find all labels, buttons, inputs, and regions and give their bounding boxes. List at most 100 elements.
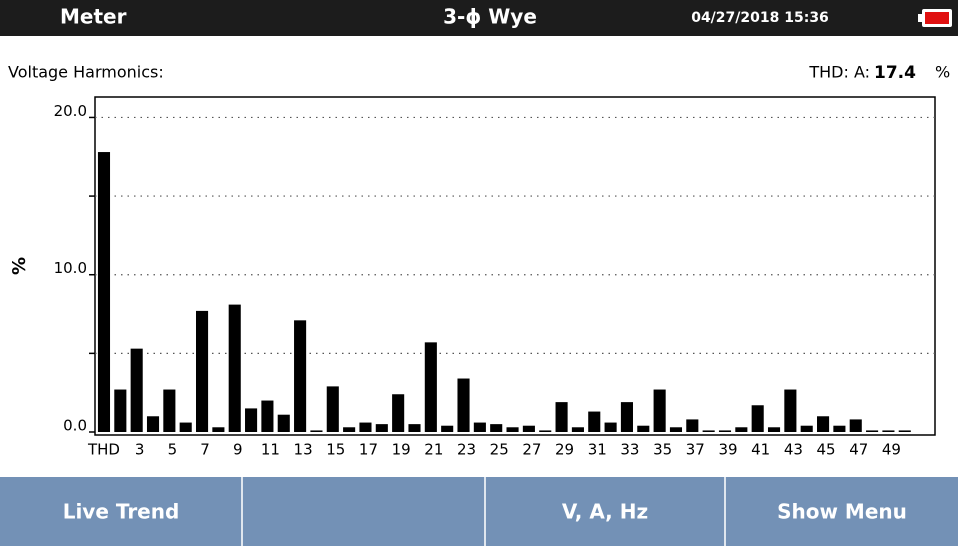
x-tick-label: 29 xyxy=(555,441,574,459)
x-tick-label: 5 xyxy=(168,441,178,459)
bar xyxy=(326,386,339,432)
bar xyxy=(441,425,454,432)
x-tick-label: 43 xyxy=(784,441,803,459)
x-tick-label: 47 xyxy=(849,441,868,459)
bar xyxy=(588,411,601,432)
bar xyxy=(277,414,290,432)
bar xyxy=(359,422,372,432)
bar xyxy=(784,389,797,432)
thd-value: 17.4 xyxy=(874,63,916,83)
bar xyxy=(424,342,437,432)
plot-frame xyxy=(94,96,936,436)
bar xyxy=(146,416,160,432)
bar xyxy=(195,310,209,432)
button[interactable] xyxy=(486,477,724,546)
bar xyxy=(637,425,650,432)
bar xyxy=(343,427,356,432)
bar xyxy=(571,427,584,432)
x-tick-label: 3 xyxy=(135,441,145,459)
bar xyxy=(800,425,813,432)
x-tick-label: 15 xyxy=(326,441,345,459)
x-tick-label: 27 xyxy=(522,441,541,459)
x-tick-label: 37 xyxy=(686,441,705,459)
button[interactable] xyxy=(0,477,241,546)
x-tick-label: 35 xyxy=(653,441,672,459)
header-mode: 3-ϕ Wye xyxy=(443,5,537,29)
bar xyxy=(473,422,486,432)
bar xyxy=(849,419,862,432)
battery-icon xyxy=(918,9,952,27)
bar xyxy=(866,430,879,432)
x-tick-label: 45 xyxy=(817,441,836,459)
header-title: Meter xyxy=(60,5,127,29)
x-tick-label: 39 xyxy=(718,441,737,459)
x-tick-label: THD xyxy=(87,441,120,459)
x-tick-label: 25 xyxy=(490,441,509,459)
header-datetime: 04/27/2018 15:36 xyxy=(691,10,829,26)
chart-subtitle: Voltage Harmonics: xyxy=(8,63,164,82)
bar xyxy=(97,152,111,433)
bar xyxy=(114,389,127,432)
bar xyxy=(294,320,307,432)
bar xyxy=(604,422,617,432)
bar xyxy=(686,419,699,432)
bar xyxy=(539,430,552,432)
button-label[interactable]: Show Menu xyxy=(777,500,907,524)
bar xyxy=(767,427,781,432)
bar xyxy=(408,424,421,432)
y-axis-label: % xyxy=(9,257,30,275)
bar xyxy=(130,348,143,432)
bar xyxy=(457,378,470,432)
x-tick-label: 23 xyxy=(457,441,476,459)
bar xyxy=(735,427,748,432)
y-tick-label: 20.0 xyxy=(54,102,87,120)
x-tick-label: 13 xyxy=(294,441,313,459)
x-tick-label: 21 xyxy=(424,441,443,459)
x-tick-label: 49 xyxy=(882,441,901,459)
bar xyxy=(392,394,405,432)
button-label[interactable]: Live Trend xyxy=(63,500,180,524)
button[interactable] xyxy=(726,477,958,546)
bar xyxy=(212,427,225,432)
x-tick-label: 19 xyxy=(392,441,411,459)
bar xyxy=(669,427,683,432)
bar xyxy=(702,430,715,432)
bar xyxy=(261,400,274,432)
y-tick-label: 0.0 xyxy=(63,417,87,435)
x-tick-label: 11 xyxy=(261,441,280,459)
bar xyxy=(817,416,830,432)
x-tick-label: 31 xyxy=(588,441,607,459)
bar xyxy=(375,424,388,432)
bar xyxy=(620,402,633,432)
bar xyxy=(653,389,666,432)
bar xyxy=(179,422,192,432)
x-tick-label: 7 xyxy=(200,441,210,459)
button-bar xyxy=(0,477,958,546)
bar xyxy=(555,402,568,432)
bar xyxy=(751,405,764,432)
bar xyxy=(833,425,846,432)
bar xyxy=(718,430,732,432)
bar xyxy=(310,430,323,432)
bar xyxy=(228,304,241,432)
bar xyxy=(898,430,911,432)
y-tick-label: 10.0 xyxy=(54,259,87,277)
thd-label: THD: A: xyxy=(808,63,870,82)
x-tick-label: 41 xyxy=(751,441,770,459)
x-tick-label: 9 xyxy=(233,441,243,459)
button[interactable] xyxy=(243,477,484,546)
bar xyxy=(522,425,535,432)
thd-unit: % xyxy=(935,63,950,82)
bar xyxy=(506,427,519,432)
button-label[interactable]: V, A, Hz xyxy=(562,500,648,524)
x-tick-label: 17 xyxy=(359,441,378,459)
bar xyxy=(245,408,258,432)
bar xyxy=(490,424,503,432)
x-tick-label: 33 xyxy=(620,441,639,459)
header-bar xyxy=(0,0,958,36)
bar xyxy=(882,430,895,432)
bar xyxy=(163,389,176,432)
